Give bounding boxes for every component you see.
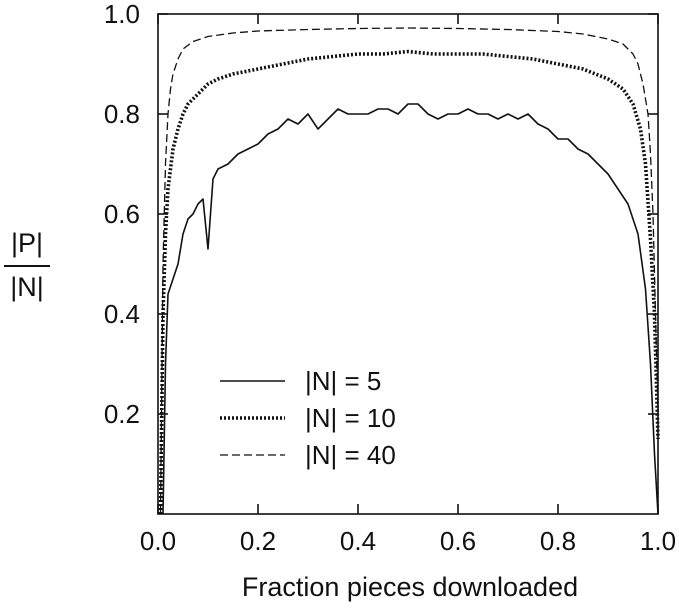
- plot-frame: [157, 13, 659, 515]
- y-axis-label-numerator: |P|: [11, 228, 43, 258]
- y-axis-ticks: 0.2 0.4 0.6 0.8 1.0: [104, 0, 658, 429]
- y-axis-label-denominator: |N|: [10, 272, 44, 302]
- legend: |N| = 5 |N| = 10 |N| = 40: [220, 366, 396, 470]
- y-tick-label: 0.8: [104, 99, 140, 129]
- y-axis-label: |P| |N|: [4, 228, 50, 302]
- x-tick-label: 0.6: [440, 526, 476, 556]
- x-tick-label: 0.2: [240, 526, 276, 556]
- y-tick-label: 0.2: [104, 399, 140, 429]
- series-lines: [158, 27, 660, 515]
- x-tick-label: 0.4: [340, 526, 376, 556]
- legend-label-1: |N| = 5: [305, 366, 381, 396]
- x-tick-label: 0.0: [140, 526, 176, 556]
- legend-label-3: |N| = 40: [305, 440, 396, 470]
- y-tick-label: 0.4: [104, 299, 140, 329]
- y-tick-label: 1.0: [104, 0, 140, 29]
- x-tick-label: 1.0: [640, 526, 676, 556]
- series-line-2: [158, 49, 660, 515]
- x-axis-ticks: 0.0 0.2 0.4 0.6 0.8 1.0: [140, 14, 676, 556]
- y-tick-label: 0.6: [104, 199, 140, 229]
- legend-label-2: |N| = 10: [305, 403, 396, 433]
- series-line-1: [162, 103, 659, 515]
- series-line-3: [159, 27, 659, 515]
- x-tick-label: 0.8: [540, 526, 576, 556]
- x-axis-label: Fraction pieces downloaded: [242, 572, 578, 602]
